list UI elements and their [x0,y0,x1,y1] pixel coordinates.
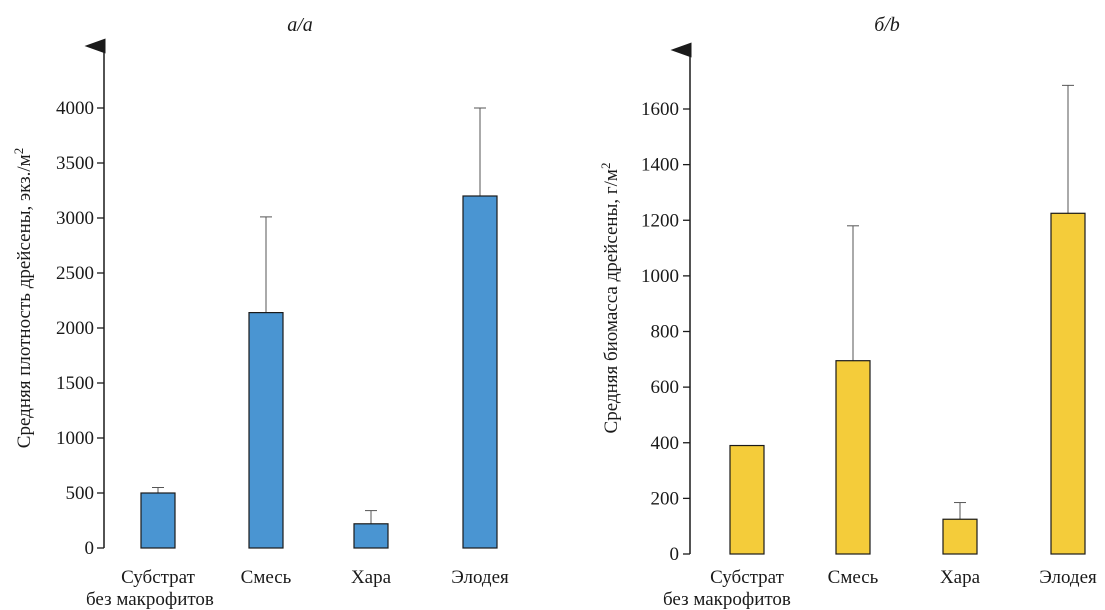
y-axis-label-a: Средняя плотность дрейсены, экз./м2 [11,148,36,448]
x-tick-label-b: Хара [940,567,981,588]
y-tick-label-b: 600 [651,377,680,398]
chart-panel-a: а/a Средняя плотность дрейсены, экз./м2 … [11,14,510,610]
x-tick-label-b: Субстрат [710,567,785,588]
y-tick-label-b: 400 [651,433,680,454]
x-tick-label-b: без макрофитов [663,589,791,610]
y-tick-label-a: 4000 [56,98,94,119]
y-tick-label-b: 1000 [641,266,679,287]
y-tick-label-b: 1400 [641,155,679,176]
bar-a [248,312,284,549]
y-tick-label-a: 3000 [56,208,94,229]
bar-a [353,523,389,549]
bar-b [835,360,871,555]
x-tick-label-a: Элодея [451,567,509,588]
y-tick-label-b: 0 [670,544,680,565]
x-tick-label-a: Смесь [241,567,292,588]
y-tick-label-a: 2500 [56,263,94,284]
chart-panel-b: б/b Средняя биомасса дрейсены, г/м2 0 200… [598,14,1098,610]
y-tick-label-a: 0 [85,538,95,559]
bar-b [729,444,765,555]
x-tick-label-b: Смесь [828,567,879,588]
x-tick-label-b: Элодея [1039,567,1097,588]
x-tick-label-a: Субстрат [121,567,196,588]
y-tick-label-a: 3500 [56,153,94,174]
bar-a [462,195,498,549]
bar-b [942,518,978,555]
y-tick-label-a: 2000 [56,318,94,339]
y-axis-label-b: Средняя биомасса дрейсены, г/м2 [598,163,623,434]
x-tick-label-a: Хара [351,567,392,588]
chart-title-b: б/b [874,14,900,36]
y-tick-label-b: 1600 [641,99,679,120]
y-tick-label-a: 1000 [56,428,94,449]
x-tick-label-a: без макрофитов [86,589,214,610]
y-tick-label-b: 200 [651,488,680,509]
bar-b [1050,212,1086,555]
y-tick-label-a: 500 [66,483,95,504]
y-tick-label-b: 800 [651,322,680,343]
bar-a [140,492,176,549]
y-tick-label-a: 1500 [56,373,94,394]
y-tick-label-b: 1200 [641,210,679,231]
chart-title-a: а/a [287,14,313,36]
